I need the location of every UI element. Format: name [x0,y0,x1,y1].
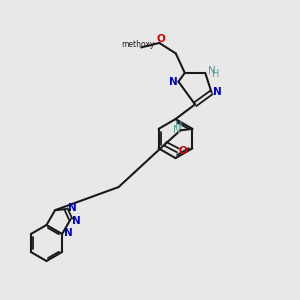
Text: N: N [173,125,181,135]
Text: O: O [178,146,187,156]
Text: N: N [68,202,76,213]
Text: H: H [176,121,183,131]
Text: N: N [72,216,81,226]
Text: N: N [208,65,216,76]
Text: methoxy: methoxy [122,40,155,49]
Text: H: H [212,68,219,79]
Text: N: N [64,227,73,238]
Text: N: N [213,87,222,98]
Text: N: N [169,76,177,87]
Text: O: O [156,34,165,44]
